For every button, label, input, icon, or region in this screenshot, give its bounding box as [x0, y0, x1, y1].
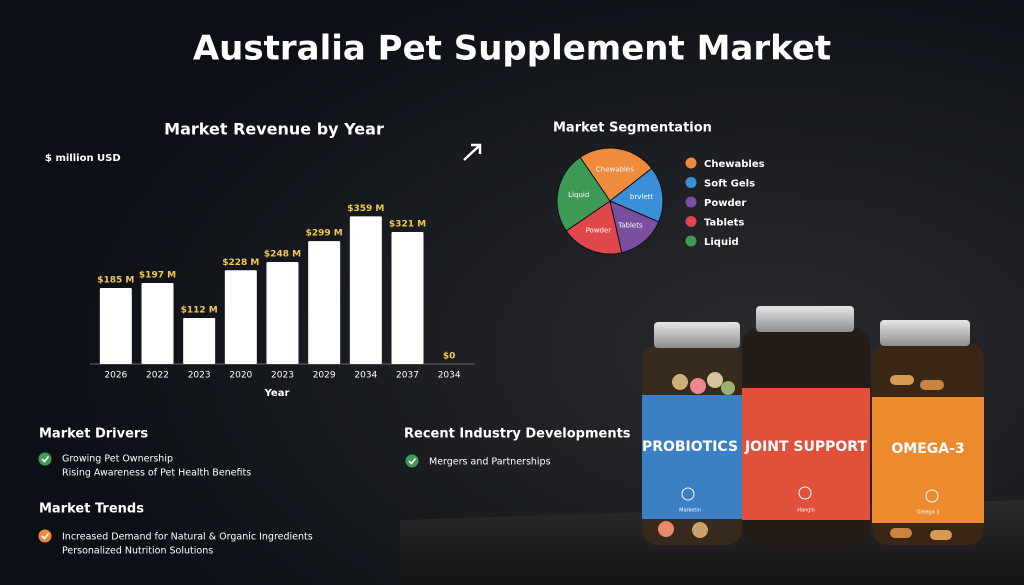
x-tick-label: 2026	[104, 371, 127, 381]
trend-item: Increased Demand for Natural & Organic I…	[62, 532, 313, 543]
drivers-title: Market Drivers	[39, 427, 148, 442]
bar	[266, 262, 299, 364]
main-title: Australia Pet Supplement Market	[193, 29, 831, 69]
check-icon	[38, 452, 52, 466]
trends-title: Market Trends	[39, 502, 144, 517]
slice-label: Liquid	[568, 191, 589, 199]
developments-title: Recent Industry Developments	[404, 427, 631, 442]
value-label: $0	[443, 352, 456, 362]
value-label: $185 M	[97, 275, 134, 285]
legend-swatch	[685, 196, 697, 208]
product-label: OMEGA-3	[891, 441, 964, 457]
value-label: $299 M	[306, 229, 343, 239]
legend-label: Tablets	[704, 218, 744, 229]
legend-label: Chewables	[704, 159, 765, 170]
value-label: $321 M	[389, 220, 426, 230]
bar	[349, 216, 382, 364]
bar	[99, 287, 132, 364]
pie-slice	[556, 156, 611, 232]
trend-item: Personalized Nutrition Solutions	[62, 546, 213, 557]
check-icon	[38, 529, 52, 543]
legend-label: Powder	[704, 198, 746, 209]
bar	[224, 270, 257, 364]
legend-swatch	[685, 235, 697, 247]
bar	[391, 232, 424, 364]
bar	[183, 317, 216, 364]
x-axis-label: Year	[264, 388, 290, 399]
slice-label: brvlett	[630, 193, 653, 201]
slice-label: Powder	[586, 227, 612, 235]
x-tick-label: 2029	[313, 371, 336, 381]
product-label: JOINT SUPPORT	[744, 439, 867, 455]
pie-title: Market Segmentation	[553, 121, 712, 136]
value-label: $228 M	[222, 258, 259, 268]
y-axis-label: $ million USD	[45, 153, 121, 164]
check-icon	[405, 454, 419, 468]
legend-swatch	[685, 216, 697, 227]
x-tick-label: 2023	[271, 371, 294, 381]
jar	[642, 322, 742, 545]
bar	[141, 283, 174, 364]
product-brand: Omega 3	[917, 510, 940, 516]
product-brand: Hanglo	[797, 508, 815, 514]
legend-swatch	[685, 177, 697, 188]
slice-label: Tablets	[617, 221, 643, 229]
x-tick-label: 2037	[396, 371, 419, 381]
development-item: Mergers and Partnerships	[429, 457, 551, 468]
legend-label: Liquid	[704, 237, 739, 248]
chart-title: Market Revenue by Year	[164, 120, 384, 139]
pie-slice	[609, 200, 660, 254]
jar	[872, 320, 984, 545]
x-tick-label: 2034	[354, 371, 377, 381]
product-label: PROBIOTICS	[642, 439, 738, 455]
pie-slice	[609, 167, 664, 223]
x-tick-label: 2034	[438, 371, 461, 381]
x-tick-label: 2022	[146, 371, 169, 381]
pie-slice	[579, 147, 653, 202]
pie-slice	[565, 200, 623, 255]
value-label: $112 M	[181, 305, 218, 315]
value-label: $359 M	[347, 204, 384, 214]
product-brand: Marketin	[679, 508, 701, 514]
x-tick-label: 2020	[229, 371, 252, 381]
x-tick-label: 2023	[188, 371, 211, 381]
trend-arrow	[463, 143, 482, 161]
jar	[742, 306, 870, 546]
slice-label: Chewables	[596, 166, 634, 174]
value-label: $248 M	[264, 250, 301, 260]
legend-swatch	[685, 157, 697, 169]
legend-label: Soft Gels	[704, 179, 755, 190]
bar	[308, 241, 341, 364]
value-label: $197 M	[139, 271, 176, 281]
driver-item: Rising Awareness of Pet Health Benefits	[62, 468, 251, 479]
driver-item: Growing Pet Ownership	[62, 454, 173, 465]
